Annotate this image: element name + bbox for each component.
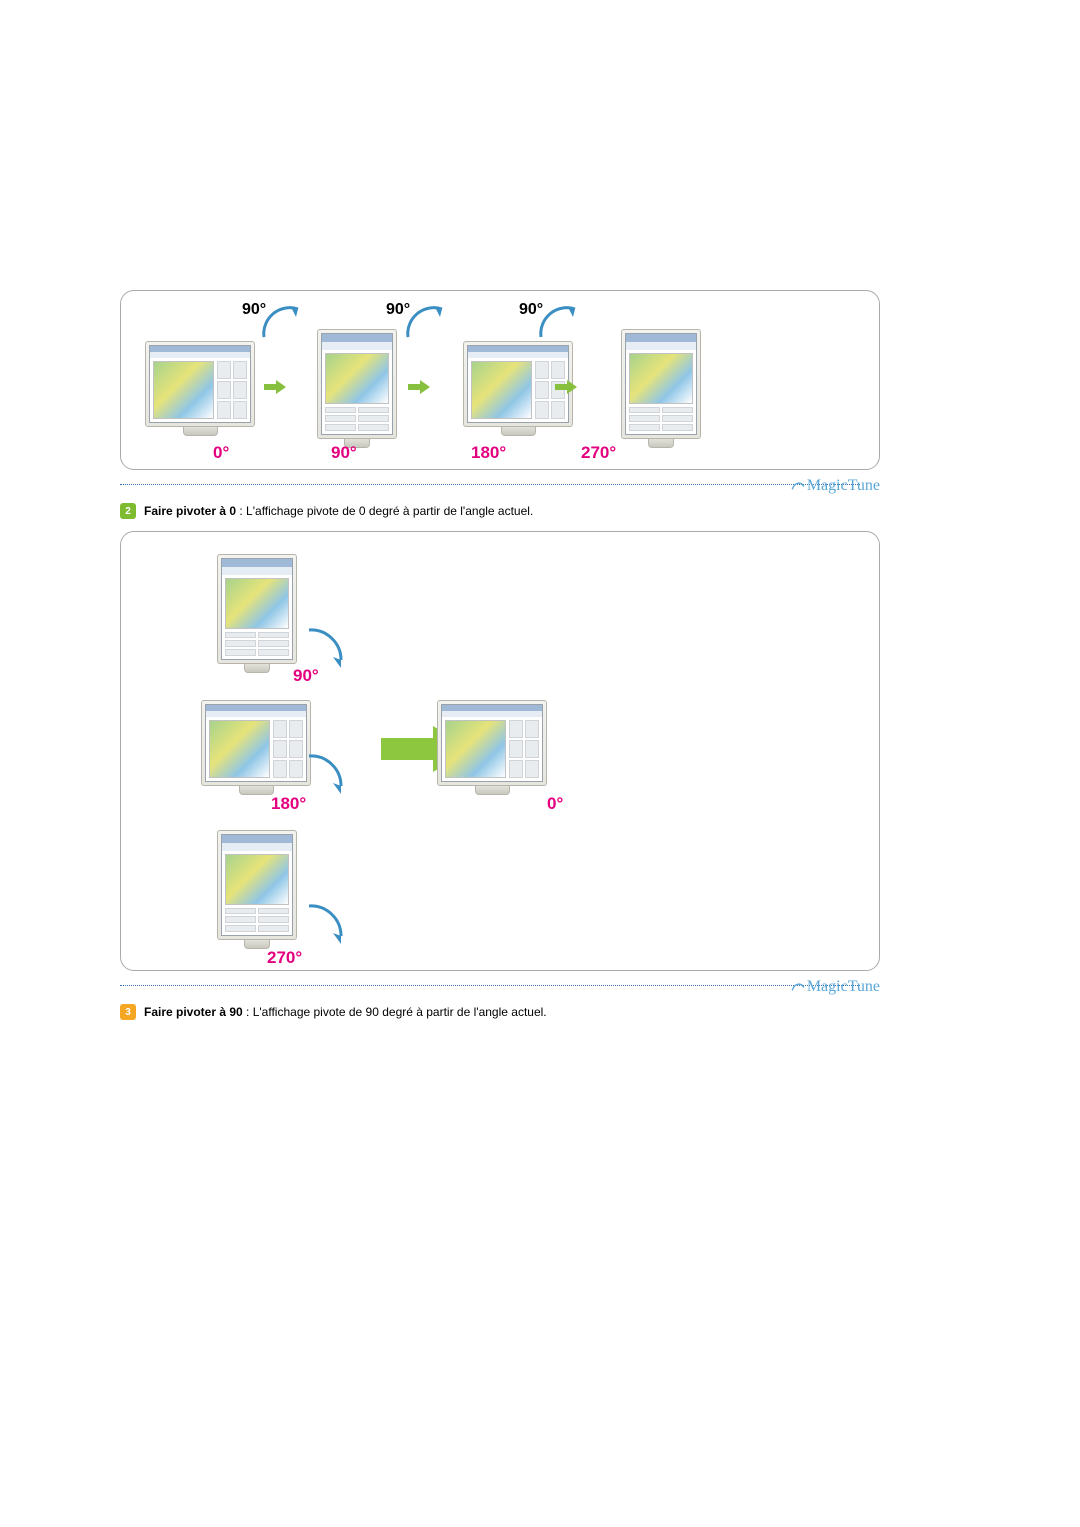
curve-arrow-down-icon <box>301 624 351 674</box>
logo-row: MagicTune <box>120 477 880 495</box>
arrow-right-icon <box>264 379 286 395</box>
monitor-illustration <box>145 341 255 436</box>
item-2-text: Faire pivoter à 0 : L'affichage pivote d… <box>144 504 533 518</box>
badge-3: 3 <box>120 1004 136 1020</box>
monitor-illustration <box>217 830 297 949</box>
angle-label-bottom: 180° <box>471 443 506 463</box>
figure-rotate-sequence: 90°90°90°0°90°180°270° <box>120 290 880 470</box>
item-2-title: Faire pivoter à 0 <box>144 504 236 518</box>
badge-2: 2 <box>120 503 136 519</box>
curve-arrow-icon <box>402 299 452 349</box>
angle-label-bottom: 90° <box>331 443 357 463</box>
angle-label-bottom: 270° <box>581 443 616 463</box>
page: 90°90°90°0°90°180°270° MagicTune 2 Faire… <box>0 0 1080 1527</box>
monitor-illustration <box>201 700 311 795</box>
swoosh-icon <box>791 479 805 493</box>
item-3-text: Faire pivoter à 90 : L'affichage pivote … <box>144 1005 547 1019</box>
monitor-illustration <box>437 700 547 795</box>
arrow-right-icon <box>408 379 430 395</box>
monitor-illustration <box>621 329 701 448</box>
magictune-text: MagicTune <box>807 978 880 996</box>
magictune-logo: MagicTune <box>791 477 880 495</box>
curve-arrow-icon <box>535 299 585 349</box>
magictune-logo: MagicTune <box>791 978 880 996</box>
curve-arrow-down-icon <box>301 900 351 950</box>
angle-label: 0° <box>547 794 563 814</box>
swoosh-icon <box>791 980 805 994</box>
figure-rotate-to-zero: 90°180°270°0° <box>120 531 880 971</box>
item-2-desc: : L'affichage pivote de 0 degré à partir… <box>236 504 533 518</box>
arrow-right-icon <box>555 379 577 395</box>
monitor-illustration <box>217 554 297 673</box>
angle-label-bottom: 0° <box>213 443 229 463</box>
item-2: 2 Faire pivoter à 0 : L'affichage pivote… <box>120 503 960 519</box>
logo-row: MagicTune <box>120 978 880 996</box>
magictune-text: MagicTune <box>807 477 880 495</box>
angle-label: 270° <box>267 948 302 968</box>
item-3-title: Faire pivoter à 90 <box>144 1005 243 1019</box>
curve-arrow-icon <box>258 299 308 349</box>
item-3: 3 Faire pivoter à 90 : L'affichage pivot… <box>120 1004 960 1020</box>
monitor-illustration <box>317 329 397 448</box>
curve-arrow-down-icon <box>301 750 351 800</box>
item-3-desc: : L'affichage pivote de 90 degré à parti… <box>243 1005 547 1019</box>
